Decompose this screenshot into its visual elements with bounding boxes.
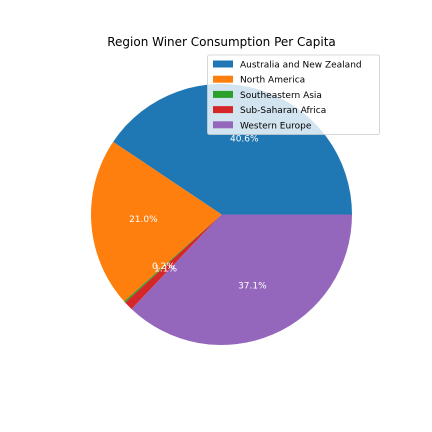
legend-label-southeastern-asia: Southeastern Asia <box>240 91 322 101</box>
legend-label-western-europe: Western Europe <box>240 121 312 131</box>
pct-label-western-europe: 37.1% <box>238 281 267 291</box>
pct-label-sub-saharan-africa: 1.1% <box>154 264 177 274</box>
pct-label-australia-and-new-zealand: 40.6% <box>230 135 259 145</box>
pct-label-north-america: 21.0% <box>129 215 158 225</box>
legend-swatch-sub-saharan-africa <box>213 106 233 114</box>
legend-swatch-north-america <box>213 75 233 83</box>
legend-swatch-southeastern-asia <box>213 90 233 98</box>
pie-percent-labels: 40.6% 21.0% 0.2%1.1% 37.1% <box>129 135 267 292</box>
legend-swatch-western-europe <box>213 121 233 129</box>
legend-swatch-australia-and-new-zealand <box>213 60 233 68</box>
pie-slice-southeastern-asia <box>124 214 222 303</box>
legend-frame <box>207 54 380 135</box>
pie-slice-western-europe <box>131 214 352 345</box>
pct-label-southeastern-asia: 0.2% <box>152 262 175 272</box>
pie-slice-north-america <box>90 141 222 302</box>
legend-label-north-america: North America <box>240 76 305 86</box>
chart-title: Region Winer Consumption Per Capita <box>107 35 336 49</box>
pie-slice-sub-saharan-africa <box>125 214 222 310</box>
legend-label-australia-and-new-zealand: Australia and New Zealand <box>240 61 362 71</box>
legend-label-sub-saharan-africa: Sub-Saharan Africa <box>240 106 326 116</box>
legend: Australia and New Zealand North America So… <box>207 54 380 135</box>
